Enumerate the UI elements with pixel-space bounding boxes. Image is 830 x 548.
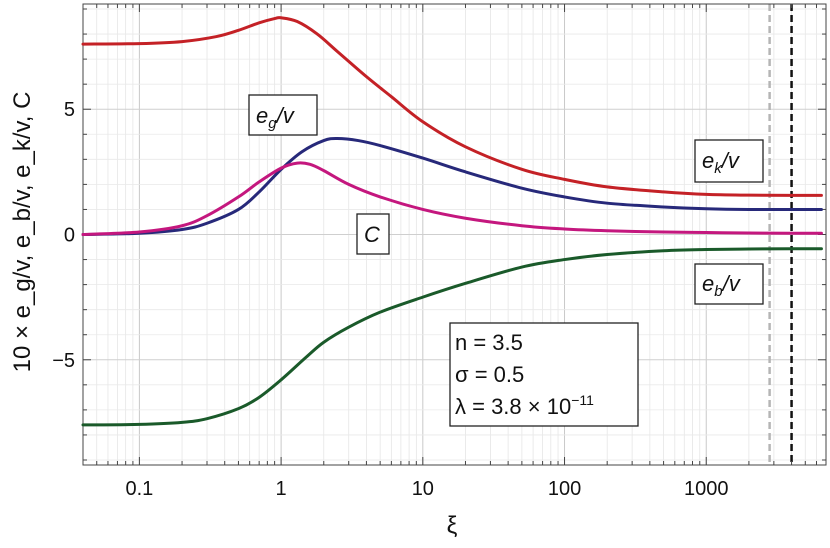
c-label: C bbox=[364, 222, 380, 247]
y-tick-label: −5 bbox=[52, 350, 75, 372]
eg-tail: /v bbox=[275, 103, 296, 128]
annotation-ek: ek/v bbox=[694, 139, 764, 183]
annotation-c: C bbox=[356, 213, 390, 255]
series-line-0 bbox=[81, 16, 823, 197]
grid bbox=[82, 4, 827, 465]
annotation-eg: eg/v bbox=[248, 94, 318, 136]
x-tick-label: 1000 bbox=[684, 478, 729, 500]
eb-label: e bbox=[702, 271, 714, 296]
param-n: n = 3.5 bbox=[455, 330, 523, 355]
svg-text:eg/v: eg/v bbox=[256, 103, 296, 132]
svg-text:ek/v: ek/v bbox=[702, 148, 741, 177]
param-lambda-exp: −11 bbox=[571, 392, 594, 408]
parameter-box: n = 3.5 σ = 0.5 λ = 3.8 × 10−11 bbox=[449, 322, 639, 427]
param-lambda: λ = 3.8 × 10 bbox=[455, 394, 571, 419]
ek-label: e bbox=[702, 148, 714, 173]
series-line-2 bbox=[81, 161, 823, 236]
series-line-3 bbox=[81, 247, 823, 427]
ek-sub: k bbox=[714, 160, 723, 177]
series-lines bbox=[81, 16, 823, 427]
x-tick-label: 100 bbox=[548, 478, 581, 500]
eb-tail: /v bbox=[721, 271, 742, 296]
param-sigma: σ = 0.5 bbox=[455, 362, 524, 387]
series-line-1 bbox=[81, 137, 823, 236]
y-tick-label: 5 bbox=[64, 99, 75, 121]
eg-label: e bbox=[256, 103, 268, 128]
ek-tail: /v bbox=[720, 148, 741, 173]
annotation-eb: eb/v bbox=[694, 263, 764, 305]
x-axis-title: ξ bbox=[447, 512, 458, 539]
y-axis-title: 10 × e_g/v, e_b/v, e_k/v, C bbox=[9, 92, 36, 373]
x-tick-label: 10 bbox=[412, 478, 434, 500]
eg-sub: g bbox=[268, 115, 277, 132]
x-tick-label: 1 bbox=[276, 478, 287, 500]
x-tick-label: 0.1 bbox=[125, 478, 153, 500]
eb-sub: b bbox=[714, 283, 722, 300]
y-tick-label: 0 bbox=[64, 225, 75, 247]
axis-ticks: 0.1 1 10 100 1000 −5 0 5 bbox=[52, 4, 827, 500]
svg-text:eb/v: eb/v bbox=[702, 271, 742, 300]
svg-text:λ = 3.8 × 10−11: λ = 3.8 × 10−11 bbox=[455, 392, 594, 419]
